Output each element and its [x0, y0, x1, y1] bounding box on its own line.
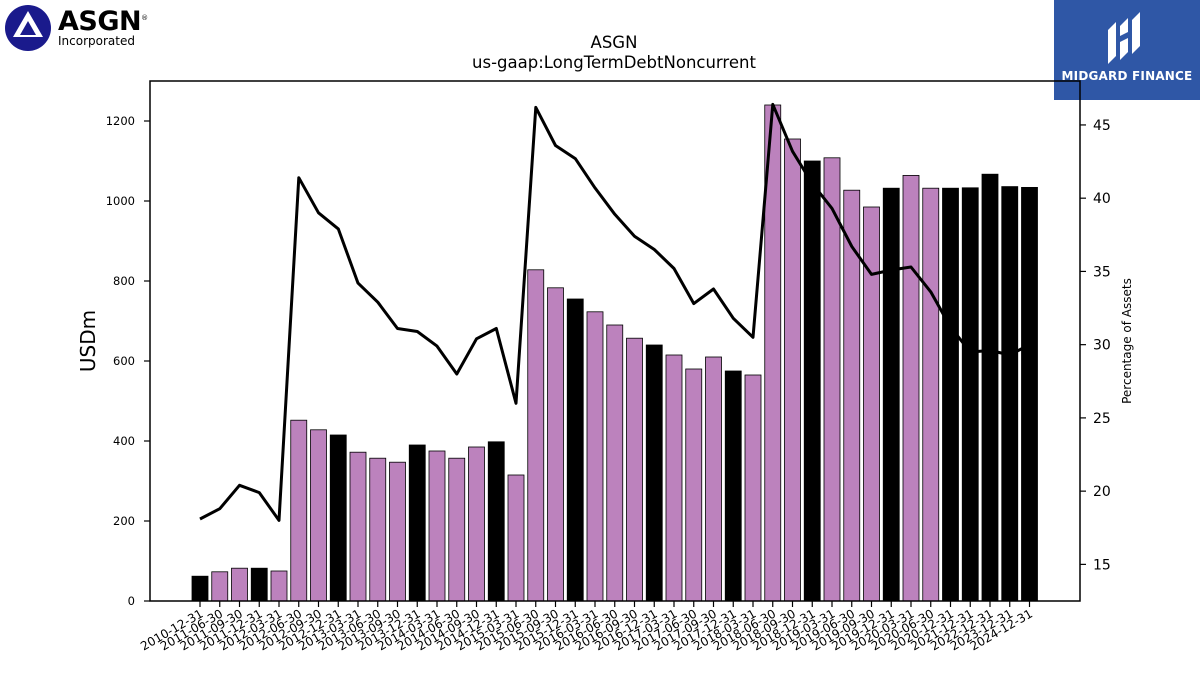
bar-2017-06-30: [685, 368, 703, 602]
line-series: [199, 102, 1031, 522]
bar-2014-12-31: [487, 441, 505, 602]
y-tick-label: 1200: [106, 114, 135, 128]
bar-2014-06-30: [448, 457, 466, 602]
bar-2015-12-31: [566, 298, 584, 602]
bar-2015-09-30: [547, 287, 564, 602]
y-tick-label: 400: [113, 434, 135, 448]
axes: 020040060080010001200152025303540452010-…: [106, 114, 1111, 653]
bar-2016-06-30: [606, 324, 624, 602]
bar-2022-12-31: [981, 173, 999, 602]
bar-2015-03-31: [507, 474, 525, 602]
bar-2012-03-31: [270, 570, 288, 602]
y-tick-label: 1000: [106, 194, 135, 208]
bar-2018-03-31: [744, 374, 762, 602]
bar-2017-12-31: [724, 370, 742, 602]
bar-2010-12-31: [191, 575, 209, 602]
y2-tick-label: 20: [1093, 484, 1111, 500]
y2-tick-label: 35: [1093, 264, 1111, 280]
bar-2011-06-30: [211, 571, 229, 602]
y-tick-label: 200: [113, 514, 135, 528]
bar-2016-03-31: [586, 311, 604, 602]
bar-2012-06-30: [290, 419, 308, 602]
bar-2014-03-31: [428, 450, 446, 602]
bar-2013-09-30: [389, 461, 406, 602]
bar-2020-12-31: [942, 187, 959, 602]
bar-2016-12-31: [645, 344, 663, 602]
bar-2020-03-31: [902, 174, 920, 602]
bar-2013-06-30: [369, 457, 387, 602]
bar-2018-12-31: [803, 160, 821, 602]
bar-2012-12-31: [329, 434, 347, 602]
bar-2011-09-30: [231, 567, 248, 602]
bar-2023-12-31: [1001, 186, 1019, 602]
midgard-mark-icon: [1108, 12, 1140, 64]
bar-2016-09-30: [626, 337, 643, 602]
y-tick-label: 600: [113, 354, 135, 368]
bar-2015-06-30: [527, 269, 545, 602]
bar-series: [191, 104, 1038, 602]
asgn-logo-name: ASGN®: [58, 6, 148, 37]
bar-2013-12-31: [408, 444, 426, 602]
y2-tick-label: 45: [1093, 118, 1111, 134]
chart-title: ASGN: [591, 33, 638, 52]
midgard-logo-name: MIDGARD FINANCE: [1061, 69, 1193, 83]
y2-tick-label: 30: [1093, 338, 1111, 354]
bar-2011-12-31: [250, 567, 268, 602]
bar-2024-12-31: [1021, 186, 1038, 602]
bar-2021-12-31: [961, 187, 979, 602]
y-tick-label: 0: [128, 594, 135, 608]
y-axis-label: USDm: [76, 310, 100, 372]
bar-2013-03-31: [349, 451, 367, 602]
asgn-emblem-icon: [5, 5, 51, 51]
chart-subtitle: us-gaap:LongTermDebtNoncurrent: [472, 53, 756, 72]
y-tick-label: 800: [113, 274, 135, 288]
midgard-finance-logo: MIDGARD FINANCE: [1054, 0, 1200, 100]
bar-2020-06-30: [922, 187, 940, 602]
asgn-logo: ASGN® Incorporated: [4, 4, 164, 56]
bar-2012-09-30: [310, 429, 327, 602]
bar-2017-03-31: [665, 354, 683, 602]
bar-2018-09-30: [784, 138, 801, 602]
y2-axis-label: Percentage of Assets: [1120, 278, 1134, 404]
bar-2014-09-30: [468, 446, 485, 602]
bar-2019-12-31: [882, 187, 900, 602]
y2-tick-label: 40: [1093, 191, 1111, 207]
y2-tick-label: 25: [1093, 411, 1111, 427]
bar-2017-09-30: [705, 356, 722, 602]
asgn-logo-subtitle: Incorporated: [58, 34, 135, 48]
y2-tick-label: 15: [1093, 557, 1111, 573]
bar-2019-03-31: [823, 157, 841, 602]
